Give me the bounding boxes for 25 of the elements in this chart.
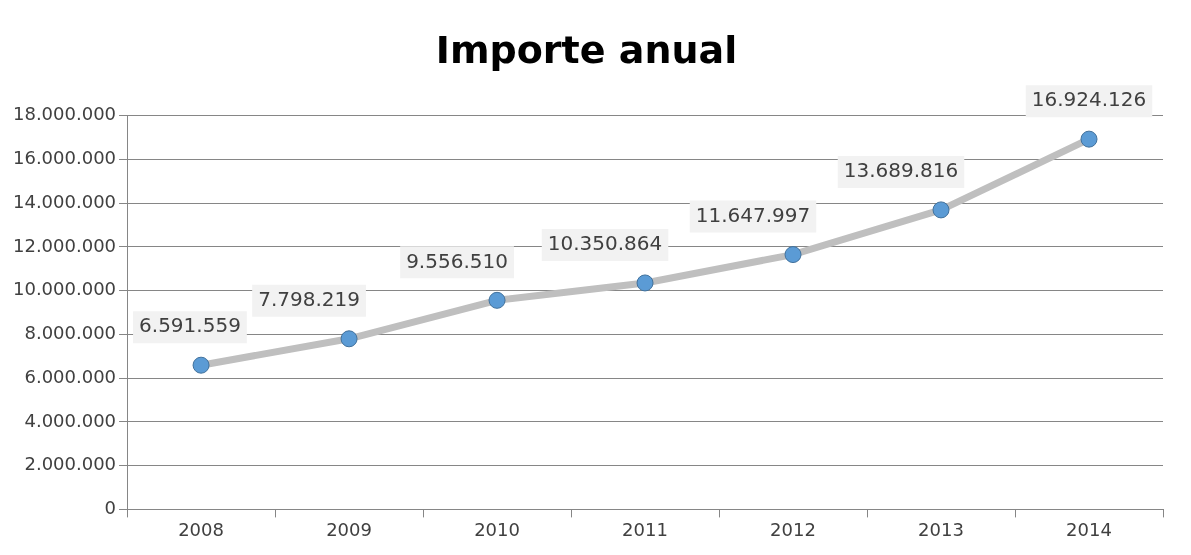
x-tick-label: 2014 [1066,518,1112,540]
data-label: 9.556.510 [406,248,508,273]
data-label: 10.350.864 [547,231,663,256]
y-tick-label: 14.000.000 [13,190,117,212]
y-tick-label: 8.000.000 [24,322,117,344]
y-tick-label: 10.000.000 [13,278,117,300]
y-tick-label: 18.000.000 [13,103,117,125]
x-tick-label: 2011 [622,518,668,540]
y-tick-label: 16.000.000 [13,147,117,169]
y-tick-label: 12.000.000 [13,234,117,256]
chart-title: Importe anual [435,27,738,72]
x-tick-label: 2009 [326,518,372,540]
x-tick-label: 2010 [474,518,520,540]
data-label: 7.798.219 [258,287,360,311]
x-tick-label: 2013 [918,518,964,540]
x-tick-label: 2008 [178,518,224,540]
y-tick-label: 6.000.000 [24,365,117,387]
y-tick-label: 4.000.000 [24,409,117,431]
data-label: 16.924.126 [1031,87,1147,112]
y-tick-label: 0 [104,497,117,519]
data-label: 6.591.559 [139,313,241,338]
data-label: 13.689.816 [843,158,959,183]
y-tick-label: 2.000.000 [24,453,117,475]
data-label: 11.647.997 [695,202,811,227]
x-tick-label: 2012 [770,518,816,540]
